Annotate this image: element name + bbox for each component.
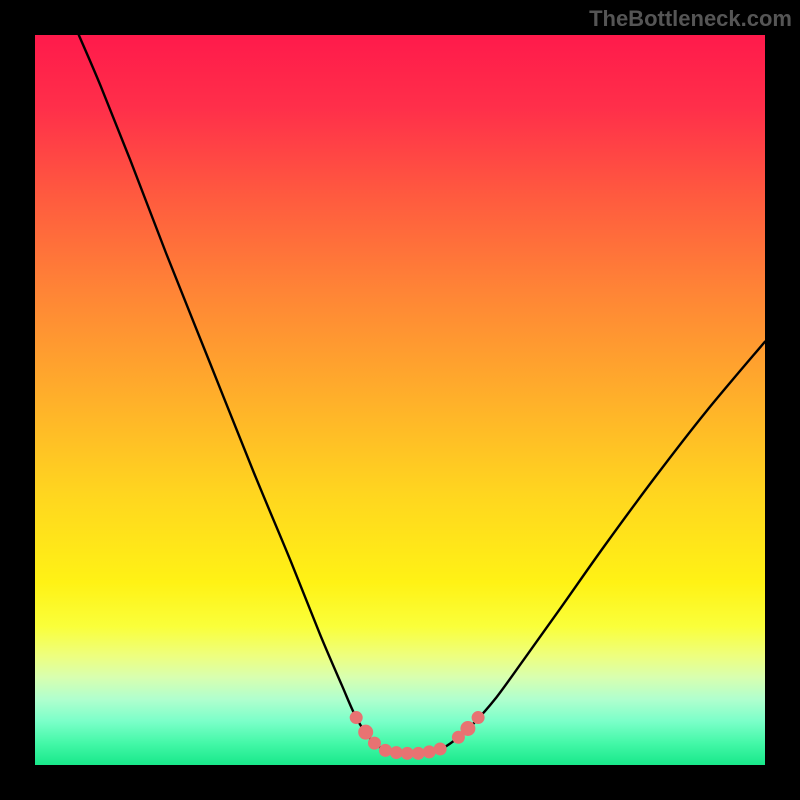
marker-point	[401, 747, 413, 759]
markers-group	[350, 712, 484, 760]
marker-point	[368, 737, 380, 749]
marker-point	[434, 743, 446, 755]
marker-point	[472, 712, 484, 724]
chart-container: TheBottleneck.com	[0, 0, 800, 800]
marker-point	[461, 722, 475, 736]
chart-plot-area	[35, 35, 765, 765]
marker-point	[359, 725, 373, 739]
marker-point	[412, 747, 424, 759]
marker-point	[379, 744, 391, 756]
marker-point	[350, 712, 362, 724]
marker-point	[423, 746, 435, 758]
curve-left	[79, 35, 429, 754]
curve-right	[429, 342, 765, 752]
marker-point	[390, 747, 402, 759]
watermark-text: TheBottleneck.com	[589, 6, 792, 32]
